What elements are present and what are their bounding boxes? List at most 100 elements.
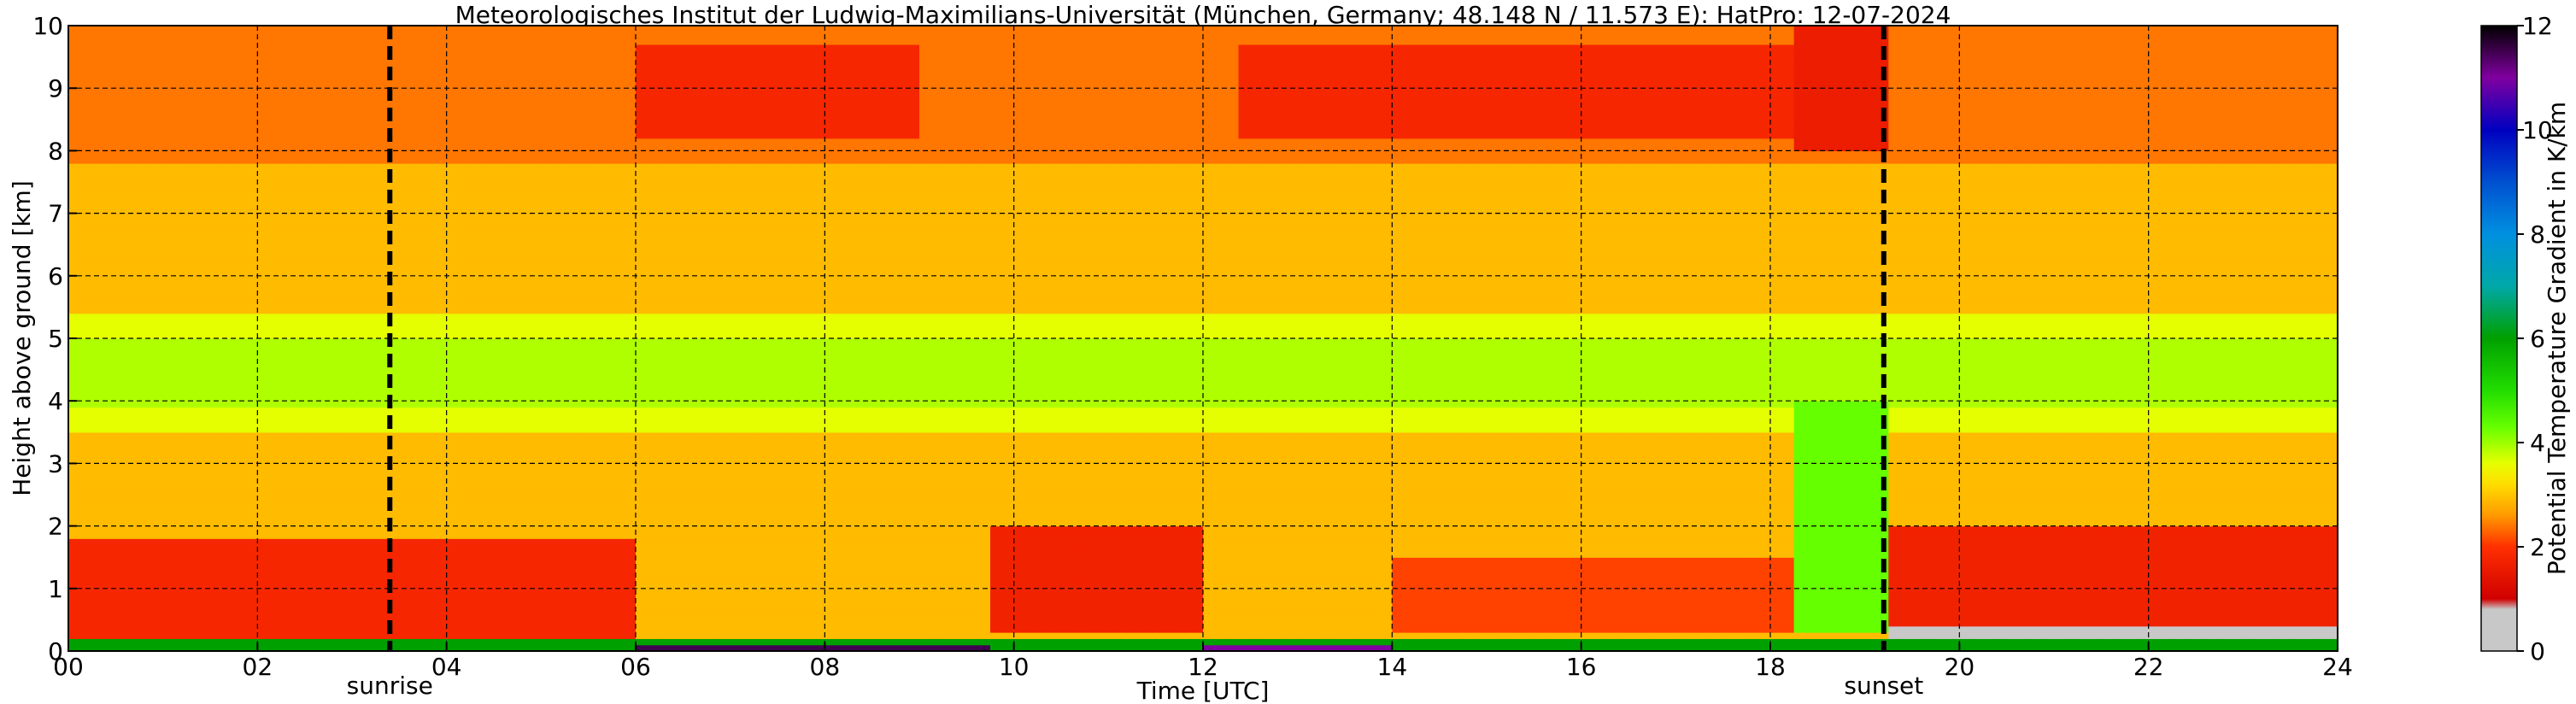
heatmap-cell [233,607,247,614]
heatmap-cell [281,169,294,177]
heatmap-cell [494,219,507,226]
heatmap-cell [458,469,471,477]
heatmap-cell [494,275,507,283]
heatmap-cell [423,263,436,271]
heatmap-cell [328,595,341,602]
heatmap-cell [529,294,542,302]
heatmap-cell [494,44,507,51]
heatmap-cell [340,44,353,51]
heatmap-cell [446,331,460,339]
heatmap-cell [529,425,542,433]
heatmap-cell [269,576,282,584]
heatmap-cell [446,163,460,170]
heatmap-cell [281,632,294,639]
heatmap-cell [91,457,105,464]
heatmap-cell [494,144,507,151]
heatmap-cell [210,32,223,39]
heatmap-cell [103,544,116,552]
heatmap-cell [340,188,353,196]
heatmap-cell [647,269,660,277]
heatmap-cell [68,182,81,189]
heatmap-cell [612,238,625,245]
heatmap-cell [517,501,531,508]
heatmap-cell [647,256,660,264]
heatmap-cell [553,401,566,408]
heatmap-cell [636,607,648,614]
heatmap-cell [375,469,389,477]
heatmap-cell [139,419,152,427]
heatmap-cell [304,75,318,83]
heatmap-cell [150,75,164,83]
heatmap-cell [304,182,318,189]
heatmap-cell [281,450,294,458]
heatmap-cell [174,26,187,32]
heatmap-cell [79,525,93,533]
heatmap-cell [115,113,128,120]
heatmap-cell [636,519,648,527]
heatmap-cell [505,69,519,77]
heatmap-cell [505,450,519,458]
heatmap-cell [328,607,341,614]
heatmap-cell [375,88,389,96]
heatmap-cell [115,132,128,139]
heatmap-cell [363,320,377,326]
heatmap-cell [139,238,152,245]
heatmap-cell [352,282,365,290]
heatmap-cell [198,288,211,296]
heatmap-cell [257,550,270,558]
heatmap-cell [494,269,507,277]
heatmap-cell [434,107,448,114]
heatmap-cell [647,469,660,477]
heatmap-cell [198,519,211,527]
heatmap-cell [281,200,294,208]
heatmap-cell [340,282,353,290]
heatmap-cell [636,126,648,133]
heatmap-cell [576,219,590,226]
heatmap-cell [210,513,223,520]
heatmap-cell [221,544,235,552]
heatmap-cell [553,369,566,377]
heatmap-cell [352,375,365,383]
heatmap-cell [411,469,424,477]
heatmap-cell [576,307,590,314]
heatmap-cell [233,100,247,108]
heatmap-cell [494,369,507,377]
heatmap-cell [281,644,294,652]
heatmap-cell [115,557,128,565]
heatmap-cell [375,425,389,433]
heatmap-cell [434,513,448,520]
heatmap-cell [103,256,116,264]
heatmap-cell [162,119,176,126]
heatmap-cell [257,138,270,145]
heatmap-cell [446,444,460,452]
heatmap-cell [127,331,140,339]
heatmap-cell [150,107,164,114]
heatmap-cell [245,519,258,527]
heatmap-cell [304,169,318,177]
heatmap-cell [434,132,448,139]
heatmap-cell [68,444,81,452]
heatmap-cell [565,507,578,514]
heatmap-cell [636,107,648,114]
heatmap-cell [624,388,637,396]
heatmap-cell [494,488,507,496]
heatmap-cell [174,625,187,633]
heatmap-cell [505,476,519,483]
heatmap-cell [139,69,152,77]
heatmap-cell [103,338,116,345]
heatmap-cell [304,388,318,396]
heatmap-cell [576,144,590,151]
heatmap-cell [292,625,306,633]
heatmap-cell [505,482,519,490]
heatmap-cell [458,625,471,633]
heatmap-cell [292,107,306,114]
heatmap-cell [529,450,542,458]
heatmap-cell [647,369,660,377]
heatmap-cell [162,144,176,151]
heatmap-cell [340,100,353,108]
heatmap-cell [281,88,294,96]
heatmap-cell [198,169,211,177]
heatmap-cell [636,81,648,89]
heatmap-cell [174,457,187,464]
heatmap-cell [494,519,507,527]
